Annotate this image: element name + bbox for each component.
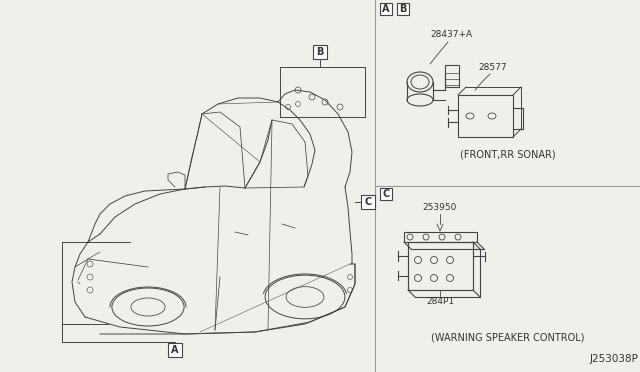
FancyBboxPatch shape — [397, 3, 409, 15]
Text: 284P1: 284P1 — [426, 298, 454, 307]
Text: (WARNING SPEAKER CONTROL): (WARNING SPEAKER CONTROL) — [431, 332, 585, 342]
FancyBboxPatch shape — [380, 3, 392, 15]
Text: B: B — [316, 47, 324, 57]
FancyBboxPatch shape — [313, 45, 327, 59]
Bar — [408, 242, 473, 290]
Bar — [404, 232, 477, 242]
Bar — [458, 95, 513, 137]
Bar — [445, 65, 459, 87]
Text: 253950: 253950 — [423, 202, 457, 212]
Text: 28437+A: 28437+A — [430, 29, 472, 38]
FancyBboxPatch shape — [361, 195, 375, 209]
FancyBboxPatch shape — [380, 188, 392, 200]
Text: C: C — [364, 197, 372, 207]
Text: B: B — [399, 4, 406, 14]
Text: A: A — [172, 345, 179, 355]
FancyBboxPatch shape — [168, 343, 182, 357]
Text: A: A — [382, 4, 390, 14]
Text: C: C — [382, 189, 390, 199]
Text: (FRONT,RR SONAR): (FRONT,RR SONAR) — [460, 149, 556, 159]
Text: J253038P: J253038P — [589, 354, 638, 364]
Text: 28577: 28577 — [478, 62, 507, 71]
